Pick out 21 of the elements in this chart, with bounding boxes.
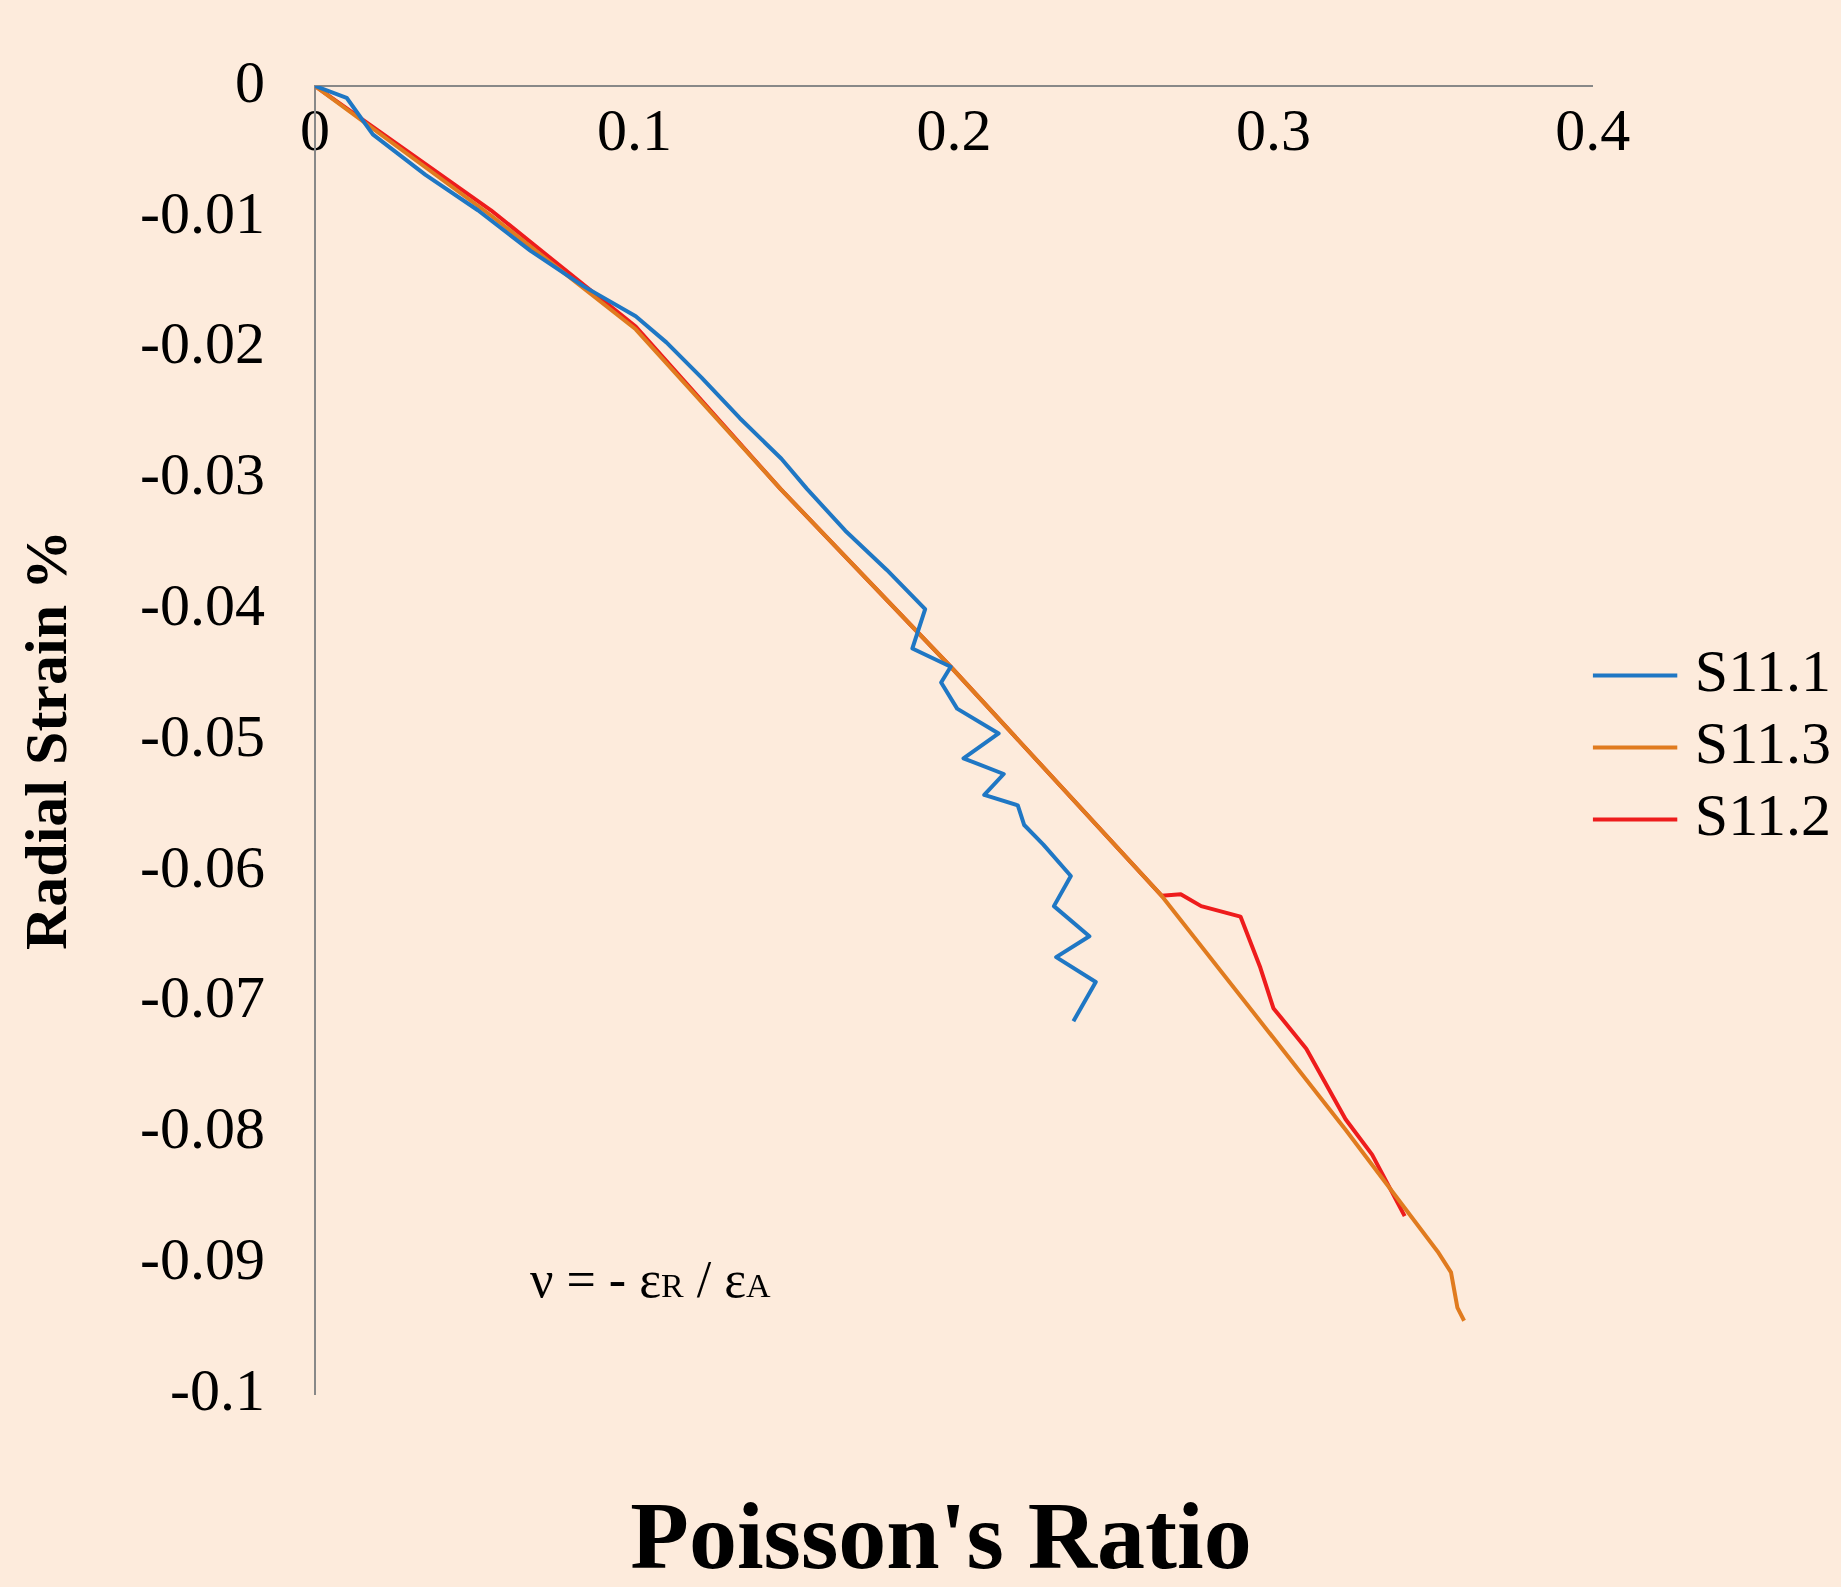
y-tick-label: -0.09 — [140, 1225, 265, 1292]
legend-label: S11.3 — [1694, 710, 1832, 777]
x-tick-label: 0 — [299, 96, 330, 163]
x-axis-title: Poisson's Ratio — [629, 1481, 1253, 1587]
y-axis-title: Radial Strain % — [12, 529, 79, 951]
y-tick-label: -0.03 — [140, 441, 265, 508]
y-tick-label: -0.01 — [140, 179, 265, 246]
x-tick-label: 0.3 — [1235, 96, 1311, 163]
y-tick-label: -0.07 — [140, 964, 265, 1031]
y-tick-label: -0.04 — [140, 571, 265, 638]
y-tick-label: -0.1 — [170, 1356, 265, 1423]
y-tick-label: -0.08 — [140, 1095, 265, 1162]
legend-label: S11.1 — [1694, 638, 1832, 705]
y-tick-label: -0.06 — [140, 833, 265, 900]
y-tick-label: -0.02 — [140, 310, 265, 377]
legend-label: S11.2 — [1694, 782, 1832, 849]
x-tick-label: 0.2 — [916, 96, 992, 163]
x-tick-label: 0.1 — [596, 96, 672, 163]
x-tick-label: 0.4 — [1555, 96, 1631, 163]
y-tick-label: 0 — [234, 48, 265, 115]
y-tick-label: -0.05 — [140, 702, 265, 769]
